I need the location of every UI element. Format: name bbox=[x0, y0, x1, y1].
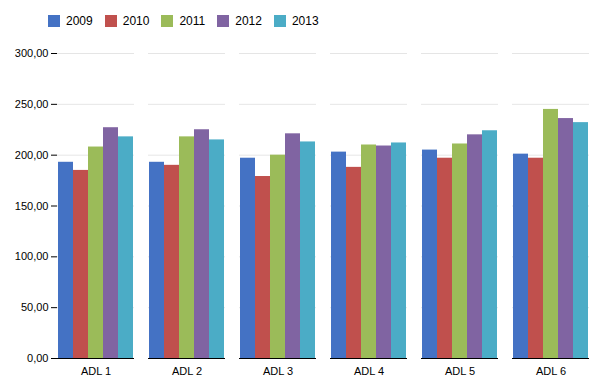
svg-text:ADL 2: ADL 2 bbox=[172, 365, 202, 377]
html-text:2009: 2009 bbox=[66, 13, 93, 28]
svg-text:ADL 4: ADL 4 bbox=[354, 365, 384, 377]
html-text:2012: 2012 bbox=[235, 13, 262, 28]
svg-text:ADL 1: ADL 1 bbox=[81, 365, 111, 377]
html-text:2010: 2010 bbox=[122, 13, 150, 28]
svg-text:0,00: 0,00 bbox=[27, 352, 48, 364]
svg-text:150,00: 150,00 bbox=[15, 200, 49, 212]
svg-text:300,00: 300,00 bbox=[15, 47, 49, 59]
svg-text:ADL 5: ADL 5 bbox=[445, 365, 475, 377]
svg-text:100,00: 100,00 bbox=[15, 250, 49, 262]
svg-text:200,00: 200,00 bbox=[15, 149, 49, 161]
html-text:2013: 2013 bbox=[291, 13, 319, 28]
svg-text:ADL 6: ADL 6 bbox=[536, 365, 566, 377]
html-text:2011: 2011 bbox=[179, 13, 206, 28]
svg-text:50,00: 50,00 bbox=[21, 301, 49, 313]
svg-text:250,00: 250,00 bbox=[15, 98, 49, 110]
svg-text:ADL 3: ADL 3 bbox=[263, 365, 293, 377]
